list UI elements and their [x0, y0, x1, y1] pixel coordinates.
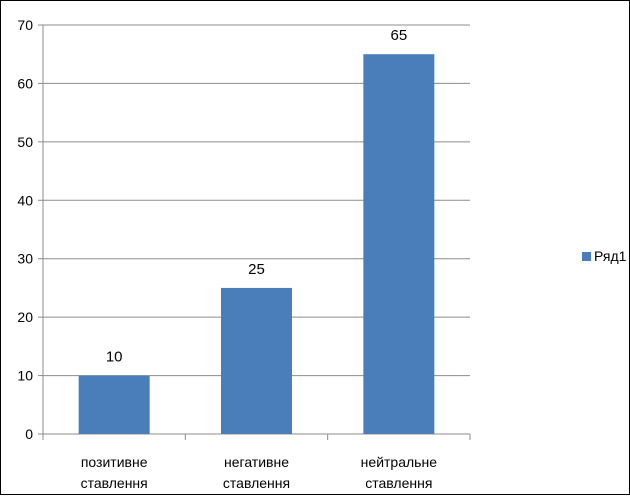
x-tick-label: ставлення: [223, 475, 290, 491]
y-tick-label: 40: [17, 192, 33, 208]
y-tick-label: 30: [17, 251, 33, 267]
y-tick-label: 70: [17, 17, 33, 33]
y-tick-label: 50: [17, 134, 33, 150]
x-tick-label: негативне: [224, 454, 289, 470]
legend: Ряд1: [582, 248, 627, 264]
bar-2: [221, 287, 292, 434]
x-tick-label: нейтральне: [361, 454, 438, 470]
tick-labels: 0 10 20 30 40 50 60 70 позитивне ставлення негатив…: [17, 17, 437, 491]
y-tick-label: 10: [17, 368, 33, 384]
y-tick-label: 60: [17, 75, 33, 91]
y-tick-label: 20: [17, 309, 33, 325]
y-tick-label: 0: [25, 426, 33, 442]
x-tick-label: ставлення: [365, 475, 432, 491]
data-labels: 10 25 65: [106, 27, 407, 365]
x-tick-label: позитивне: [81, 454, 148, 470]
x-tick-label: ставлення: [81, 475, 148, 491]
bar-3: [363, 54, 435, 434]
legend-swatch: [582, 252, 591, 261]
legend-label: Ряд1: [594, 248, 627, 264]
data-label: 65: [390, 27, 407, 44]
data-label: 10: [106, 349, 123, 366]
data-label: 25: [248, 261, 265, 278]
bars: [78, 54, 435, 434]
bar-1: [78, 375, 150, 434]
